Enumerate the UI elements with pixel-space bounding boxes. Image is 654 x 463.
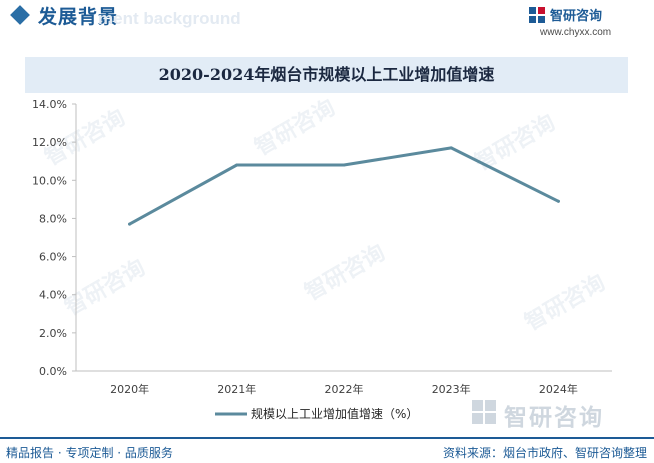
section-subtitle: ment background — [98, 9, 241, 28]
data-point — [342, 163, 346, 167]
x-tick-label: 2022年 — [325, 382, 364, 396]
watermark-logo: 智研咨询 — [470, 398, 640, 431]
data-point — [235, 163, 239, 167]
logo-mark-icon — [529, 7, 545, 23]
y-tick-label: 2.0% — [39, 327, 67, 340]
watermark-logo-name: 智研咨询 — [504, 405, 604, 431]
footer-divider — [0, 437, 654, 439]
y-tick-label: 6.0% — [39, 251, 67, 264]
brand-logo: 智研咨询 www.chyxx.com — [528, 4, 638, 40]
legend-label: 规模以上工业增加值增速（%） — [251, 406, 418, 421]
y-tick-label: 12.0% — [32, 136, 67, 149]
y-tick-label: 8.0% — [39, 212, 67, 225]
section-title: 发展背景 — [38, 6, 119, 28]
section-header: 发展背景 ment background 智研咨询 www.chyxx.com — [0, 0, 654, 46]
chart-title-band: 2020-2024年烟台市规模以上工业增加值增速 — [25, 57, 628, 93]
x-tick-label: 2023年 — [432, 382, 471, 396]
y-tick-label: 10.0% — [32, 174, 67, 187]
data-point — [556, 199, 560, 203]
x-tick-label: 2021年 — [217, 382, 256, 396]
data-point — [128, 222, 132, 226]
watermark-logo-icon — [472, 400, 496, 424]
x-tick-label: 2024年 — [539, 382, 578, 396]
series-line — [128, 146, 560, 226]
logo-url: www.chyxx.com — [540, 27, 612, 38]
y-tick-label: 14.0% — [32, 98, 67, 111]
line-chart: 0.0% 2.0% 4.0% 6.0% 8.0% 10.0% 12.0% 14.0% 2020年… — [32, 98, 612, 421]
y-tick-label: 4.0% — [39, 289, 67, 302]
footer-source: 资料来源：烟台市政府、智研咨询整理 — [442, 446, 647, 460]
footer-tagline: 精品报告 · 专项定制 · 品质服务 — [6, 446, 173, 460]
x-tick-label: 2020年 — [110, 382, 149, 396]
logo-name: 智研咨询 — [550, 9, 603, 24]
data-point — [449, 146, 453, 150]
chart-title: 2020-2024年烟台市规模以上工业增加值增速 — [158, 65, 495, 84]
y-tick-label: 0.0% — [39, 365, 67, 378]
